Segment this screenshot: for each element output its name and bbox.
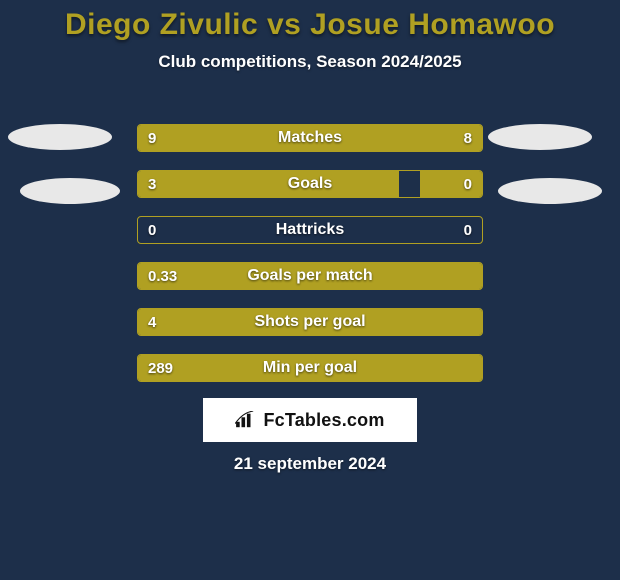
page-title: Diego Zivulic vs Josue Homawoo <box>0 0 620 42</box>
stat-label: Shots per goal <box>138 309 482 335</box>
stat-label: Goals <box>138 171 482 197</box>
stat-label: Matches <box>138 125 482 151</box>
player-left-oval-2 <box>20 178 120 204</box>
stats-panel: 9Matches83Goals00Hattricks00.33Goals per… <box>137 124 483 400</box>
player-left-oval-1 <box>8 124 112 150</box>
stat-row: 4Shots per goal <box>137 308 483 336</box>
stat-row: 289Min per goal <box>137 354 483 382</box>
player-right-oval-2 <box>498 178 602 204</box>
stat-value-right: 8 <box>464 125 472 151</box>
stat-row: 0.33Goals per match <box>137 262 483 290</box>
bar-chart-icon <box>235 411 257 429</box>
stat-label: Hattricks <box>138 217 482 243</box>
stat-label: Goals per match <box>138 263 482 289</box>
stat-value-right: 0 <box>464 171 472 197</box>
stat-row: 9Matches8 <box>137 124 483 152</box>
subtitle: Club competitions, Season 2024/2025 <box>0 52 620 72</box>
stat-row: 0Hattricks0 <box>137 216 483 244</box>
date: 21 september 2024 <box>0 454 620 474</box>
logo-text: FcTables.com <box>263 410 384 431</box>
stat-value-right: 0 <box>464 217 472 243</box>
player-right-oval-1 <box>488 124 592 150</box>
stat-row: 3Goals0 <box>137 170 483 198</box>
stat-label: Min per goal <box>138 355 482 381</box>
fctables-logo: FcTables.com <box>203 398 417 442</box>
